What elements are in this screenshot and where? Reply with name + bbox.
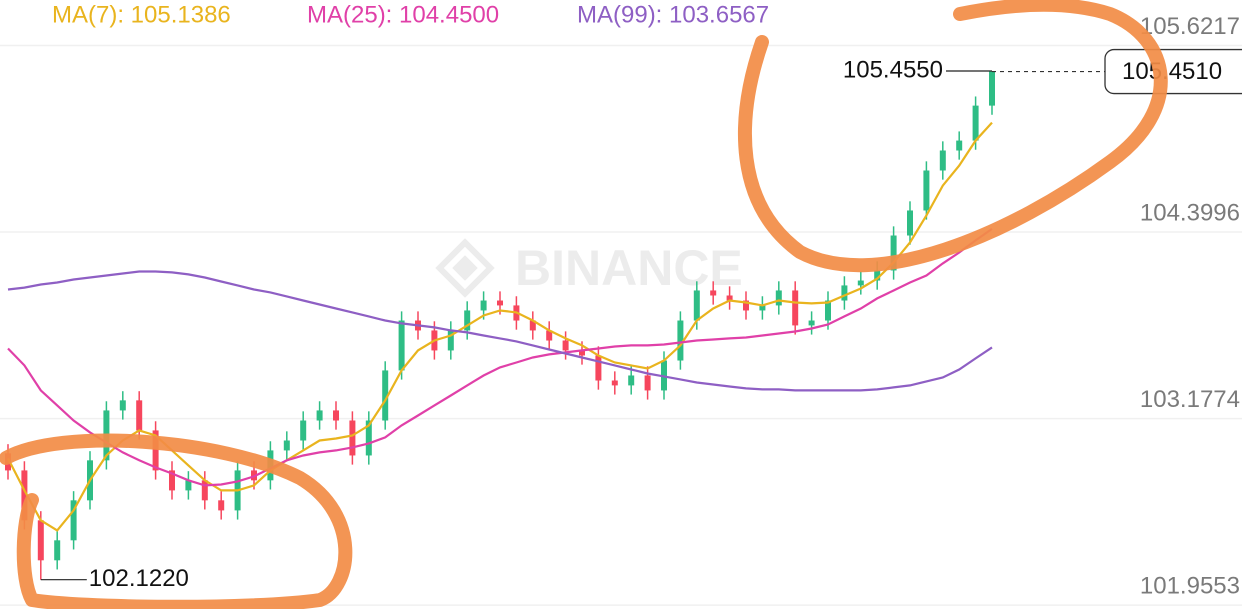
candle-body	[874, 270, 881, 281]
candle-body	[398, 320, 405, 371]
circle-bottom-left	[0, 433, 353, 609]
candle-body	[283, 440, 290, 451]
candle-body	[152, 430, 159, 471]
high-marker-label: 105.4550	[843, 56, 943, 83]
candle-body	[169, 470, 175, 491]
candle-body	[447, 330, 454, 351]
candle-body	[710, 290, 717, 296]
candle-body	[972, 105, 979, 141]
last-price-label: 105.4510	[1122, 58, 1222, 85]
candle-body	[595, 355, 602, 381]
hand-drawn-circles	[0, 0, 1168, 609]
candle-body	[136, 400, 143, 431]
ma-line	[7, 270, 993, 392]
candle-body	[956, 140, 963, 151]
candle-body	[300, 420, 307, 441]
candle-body	[726, 295, 733, 301]
candle-body	[857, 280, 864, 286]
candle-body	[464, 310, 471, 331]
candle-body	[185, 480, 192, 491]
legend-entry: MA(99): 103.6567	[577, 1, 769, 28]
candle-body	[579, 350, 585, 356]
candle-body	[70, 500, 77, 541]
candle-body	[119, 400, 126, 411]
ma-line	[7, 227, 993, 487]
candle-body	[365, 420, 372, 456]
candle-body	[989, 71, 995, 106]
candle-body	[562, 340, 569, 351]
candle-body	[37, 520, 44, 561]
y-tick-label: 105.6217	[1140, 13, 1240, 40]
candle-body	[693, 290, 700, 321]
candle-body	[759, 305, 766, 311]
candle-body	[480, 300, 487, 311]
watermark-text: BINANCE	[515, 240, 743, 296]
candle-body	[382, 370, 389, 421]
candle-body	[825, 300, 831, 321]
candle-body	[333, 410, 339, 421]
watermark-logo	[435, 238, 495, 298]
candle-body	[201, 480, 208, 501]
candle-body	[775, 290, 782, 306]
candle-body	[529, 320, 536, 331]
candle-body	[628, 375, 635, 386]
last-price-box	[1104, 48, 1242, 95]
candle-body	[349, 420, 356, 456]
y-tick-label: 104.3996	[1140, 199, 1240, 226]
candle-body	[54, 540, 61, 561]
candle-body	[611, 380, 618, 386]
low-marker-label: 102.1220	[89, 565, 189, 592]
candle-body	[316, 410, 323, 421]
candle-body	[907, 210, 913, 236]
candle-body	[923, 170, 930, 211]
y-tick-label: 103.1774	[1140, 386, 1240, 413]
y-tick-label: 101.9553	[1140, 572, 1240, 599]
circle-top-right	[738, 0, 1168, 273]
candle-body	[218, 500, 225, 511]
candle-body	[841, 285, 848, 301]
candle-body	[497, 300, 503, 306]
candle-body	[21, 470, 28, 521]
candle-body	[743, 300, 749, 311]
candle-body	[890, 235, 897, 271]
candle-body	[644, 375, 651, 391]
legend-entry: MA(7): 105.1386	[52, 1, 231, 28]
candle-body	[808, 320, 815, 326]
candle-body	[546, 330, 553, 341]
legend-entry: MA(25): 104.4500	[307, 1, 499, 28]
candle-body	[677, 320, 684, 361]
candle-body	[939, 150, 946, 171]
candle-body	[792, 290, 799, 326]
watermark: BINANCE	[435, 238, 743, 298]
